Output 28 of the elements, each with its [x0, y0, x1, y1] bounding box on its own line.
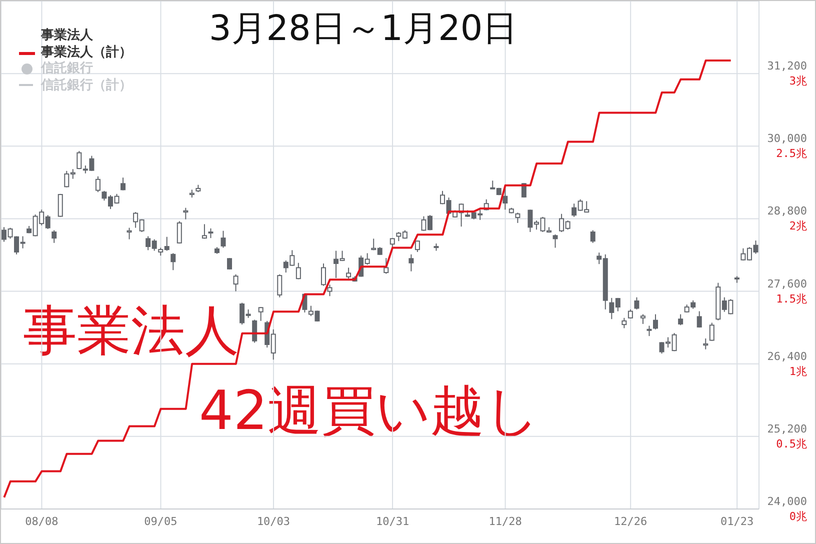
chart-title: 3月28日～1月20日 [209, 8, 518, 51]
x-tick-label: 10/03 [256, 514, 290, 528]
y-tick-label: 28,800 [767, 204, 807, 218]
y-tick-label: 25,200 [767, 422, 807, 436]
annotation: 信託銀行（計） [41, 78, 132, 94]
x-tick-label: 01/23 [720, 514, 754, 528]
x-tick-label: 12/26 [614, 514, 648, 528]
y2-tick-label: 2兆 [789, 220, 807, 233]
y-tick-label: 24,000 [767, 495, 807, 508]
y-tick-label: 31,200 [767, 60, 807, 73]
y2-tick-label: 1兆 [789, 364, 807, 378]
x-tick-label: 11/28 [488, 514, 522, 528]
legend-label: 事業法人（計） [41, 44, 132, 61]
y-tick-label: 30,000 [767, 132, 807, 146]
y2-tick-label: 3兆 [789, 74, 807, 88]
x-tick-label: 09/05 [144, 514, 178, 528]
y2-tick-label: 1.5兆 [776, 292, 807, 306]
y-tick-label: 26,400 [767, 350, 807, 363]
x-tick-label: 10/31 [376, 514, 410, 528]
annotation: 42週買い越し [199, 378, 540, 444]
annotation: 信託銀行 [41, 61, 93, 78]
y-tick-label: 27,600 [767, 277, 807, 290]
x-tick-label: 08/08 [25, 514, 58, 528]
annotation: 事業法人 [23, 298, 240, 364]
y2-tick-label: 2.5兆 [776, 147, 807, 160]
y2-tick-label: 0.5兆 [776, 437, 807, 450]
y2-tick-label: 0兆 [789, 510, 807, 523]
annotation: 事業法人 [41, 28, 93, 44]
